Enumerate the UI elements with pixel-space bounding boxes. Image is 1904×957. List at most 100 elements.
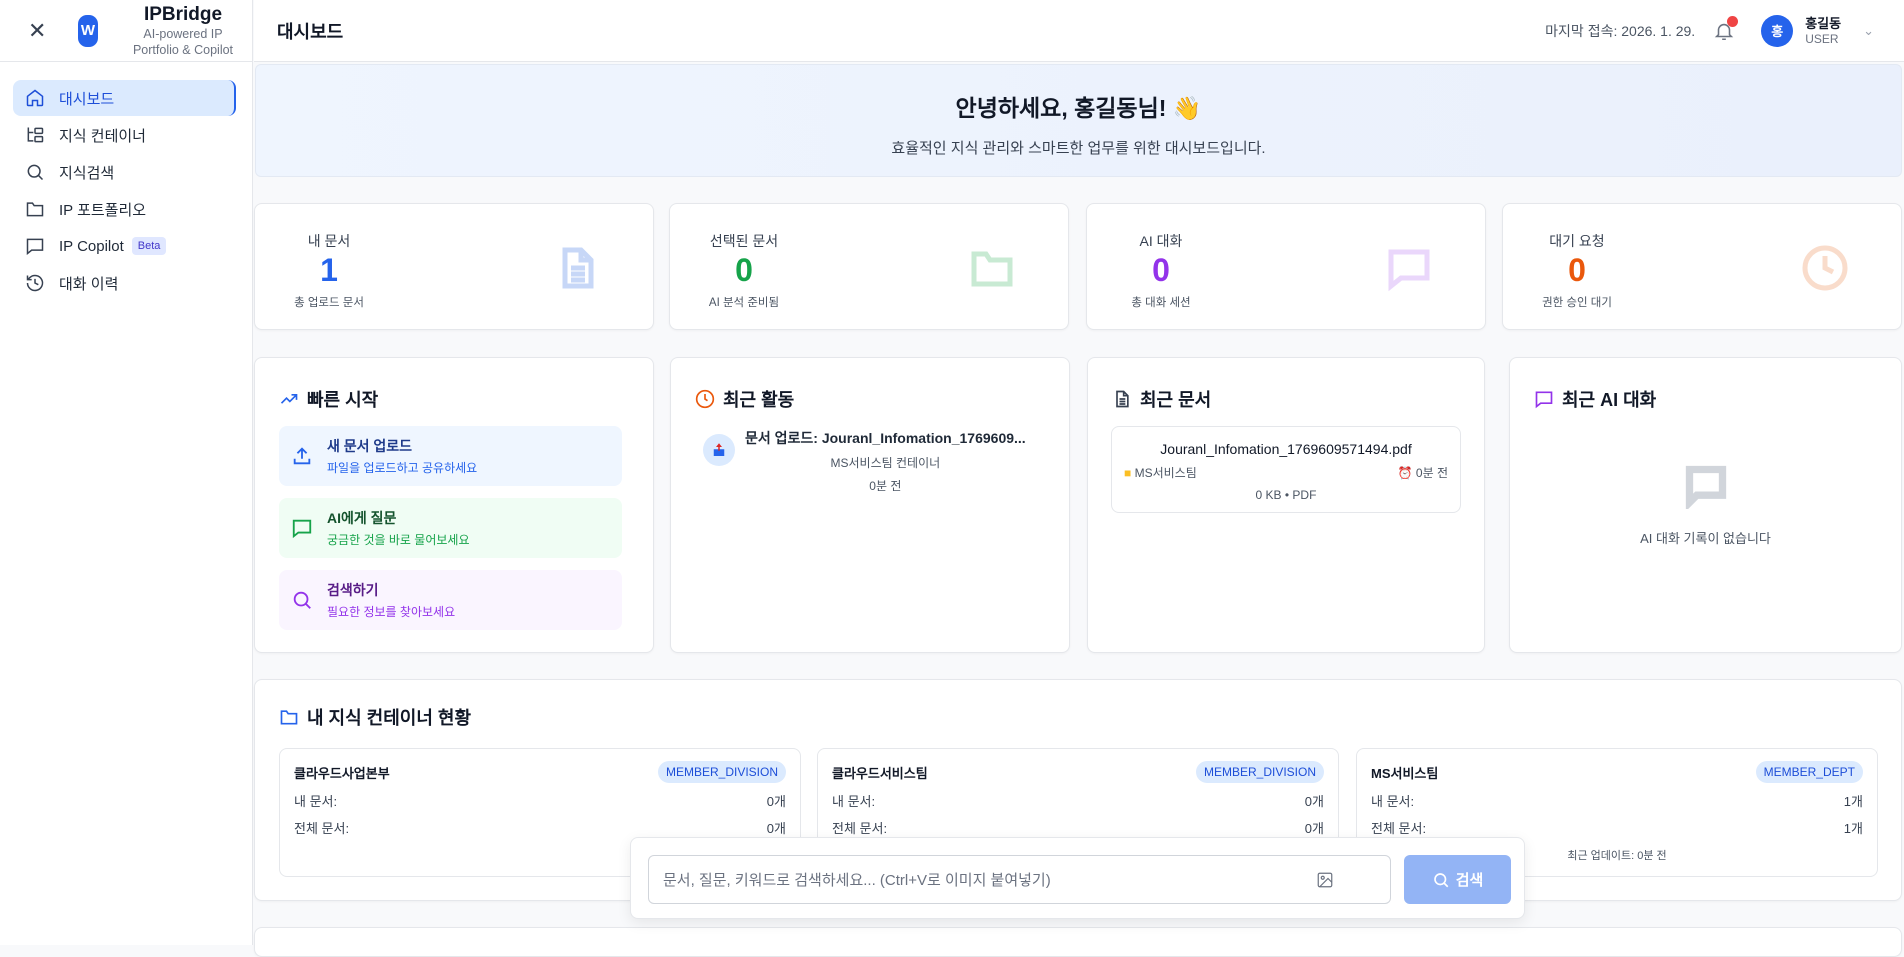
close-icon[interactable]: ✕ (28, 17, 47, 43)
containers-card: 내 지식 컨테이너 현황 클라우드사업본부 MEMBER_DIVISION 내 문… (254, 679, 1902, 901)
quick-action-title: 새 문서 업로드 (327, 438, 413, 454)
my-docs-count: 0개 (766, 794, 786, 809)
stat-value: 0 (735, 252, 753, 288)
container-item[interactable]: MS서비스팀 MEMBER_DEPT 내 문서: 1개 전체 문서: 1개 최근 업데… (1356, 748, 1878, 877)
recent-activity-title: 최근 활동 (723, 390, 795, 410)
activity-title: 문서 업로드: Jouranl_Infomation_1769609... (745, 430, 1026, 446)
last-updated: 최근 업데이트: 0분 전 (1567, 850, 1667, 862)
clock-icon (695, 389, 715, 409)
all-docs-count: 0개 (766, 821, 786, 836)
container-name: 클라우드서비스팀 (832, 765, 928, 781)
recent-activity-card: 최근 활동 문서 업로드: Jouranl_Infomation_1769609… (670, 357, 1070, 653)
sidebar: ✕ W IPBridge AI-powered IP Portfolio & C… (0, 0, 253, 945)
sidebar-item-ip-portfolio[interactable]: IP 포트폴리오 (13, 191, 236, 227)
chevron-down-icon[interactable]: ⌄ (1863, 22, 1874, 38)
sidebar-item-label: 대시보드 (59, 90, 115, 108)
all-docs-count: 0개 (1304, 821, 1324, 836)
container-item[interactable]: 클라우드사업본부 MEMBER_DIVISION 내 문서: 0개 전체 문서: 0개 (279, 748, 801, 877)
empty-message: AI 대화 기록이 없습니다 (1640, 531, 1771, 546)
notification-button[interactable] (1713, 15, 1739, 42)
stat-sub: AI 분석 준비됨 (708, 297, 780, 309)
upload-tray-icon (703, 434, 735, 466)
my-docs-label: 내 문서: (832, 794, 876, 809)
chat-icon (292, 519, 312, 539)
all-docs-label: 전체 문서: (1371, 821, 1427, 836)
alarm-clock-icon: ⏰ (1397, 466, 1413, 480)
page-title: 대시보드 (277, 21, 344, 42)
all-docs-count: 1개 (1843, 821, 1863, 836)
role-badge: MEMBER_DEPT (1755, 761, 1863, 783)
brand-name: IPBridge (143, 3, 223, 25)
image-icon[interactable] (1316, 871, 1334, 889)
stat-card-my-docs[interactable]: 내 문서 1 총 업로드 문서 (254, 203, 654, 330)
sidebar-item-label: IP 포트폴리오 (59, 201, 147, 219)
stat-value: 0 (1568, 252, 1586, 288)
stat-value: 0 (1152, 252, 1170, 288)
brand-tagline: AI-powered IP (143, 26, 223, 41)
recent-documents-title: 최근 문서 (1140, 390, 1212, 410)
empty-chat-icon (1685, 465, 1726, 512)
document-item[interactable]: Jouranl_Infomation_1769609571494.pdf ■ M… (1111, 426, 1461, 513)
sidebar-item-chat-history[interactable]: 대화 이력 (13, 265, 236, 301)
activity-container: MS서비스팀 컨테이너 (830, 456, 941, 470)
greeting: 안녕하세요, 홍길동님! 👋 (955, 95, 1202, 121)
search-icon (27, 164, 44, 181)
quick-action-title: AI에게 질문 (327, 510, 397, 526)
stat-label: 선택된 문서 (709, 233, 779, 249)
activity-item[interactable]: 문서 업로드: Jouranl_Infomation_1769609... MS… (703, 428, 1026, 494)
my-docs-label: 내 문서: (294, 794, 338, 809)
my-docs-count: 1개 (1843, 794, 1863, 809)
all-docs-label: 전체 문서: (832, 821, 888, 836)
container-name: 클라우드사업본부 (294, 765, 390, 781)
stat-card-selected-docs[interactable]: 선택된 문서 0 AI 분석 준비됨 (669, 203, 1069, 330)
sidebar-item-label: 대화 이력 (59, 275, 119, 293)
document-icon (1116, 390, 1129, 408)
role-badge: MEMBER_DIVISION (657, 761, 786, 783)
search-icon (1433, 872, 1449, 887)
sidebar-item-knowledge-container[interactable]: 지식 컨테이너 (13, 117, 236, 153)
last-access: 마지막 접속: 2026. 1. 29. (1545, 22, 1696, 39)
sidebar-item-ip-copilot[interactable]: IP Copilot Beta (13, 228, 236, 264)
sidebar-header: ✕ W IPBridge AI-powered IP Portfolio & C… (0, 0, 252, 62)
stat-label: 내 문서 (307, 233, 351, 249)
search-button-label: 검색 (1455, 872, 1484, 889)
quick-action-desc: 궁금한 것을 바로 물어보세요 (327, 533, 470, 547)
my-docs-count: 0개 (1304, 794, 1324, 809)
container-name: MS서비스팀 (1371, 765, 1439, 781)
trending-up-icon (280, 394, 298, 404)
quick-action-desc: 필요한 정보를 찾아보세요 (327, 605, 456, 619)
quick-action-desc: 파일을 업로드하고 공유하세요 (327, 461, 478, 475)
stat-card-ai-chats[interactable]: AI 대화 0 총 대화 세션 (1086, 203, 1486, 330)
sidebar-item-label: IP Copilot (59, 237, 124, 255)
sidebar-item-label: 지식 컨테이너 (59, 127, 146, 145)
stat-card-pending-requests[interactable]: 대기 요청 0 권한 승인 대기 (1502, 203, 1902, 330)
search-submit-button[interactable]: 검색 (1404, 855, 1511, 904)
welcome-banner: 안녕하세요, 홍길동님! 👋 효율적인 지식 관리와 스마트한 업무를 위한 대… (255, 64, 1902, 177)
activity-time: 0분 전 (869, 479, 902, 493)
stat-sub: 총 대화 세션 (1131, 297, 1191, 309)
brand-tagline-2: Portfolio & Copilot (132, 42, 234, 57)
sidebar-item-knowledge-search[interactable]: 지식검색 (13, 154, 236, 190)
stat-sub: 권한 승인 대기 (1542, 297, 1612, 309)
folder-icon (971, 251, 1013, 287)
user-name: 홍길동 (1805, 16, 1842, 31)
recent-ai-title: 최근 AI 대화 (1562, 390, 1657, 410)
brand: IPBridge AI-powered IP Portfolio & Copil… (118, 4, 248, 58)
sidebar-item-dashboard[interactable]: 대시보드 (13, 80, 236, 116)
folder-icon (280, 710, 298, 725)
container-item[interactable]: 클라우드서비스팀 MEMBER_DIVISION 내 문서: 0개 전체 문서: 0개 (817, 748, 1339, 877)
sidebar-nav: 대시보드 지식 컨테이너 지식검색 IP 포트폴리오 IP Copilot Bet… (0, 62, 252, 301)
avatar[interactable]: 홍 (1761, 14, 1794, 47)
document-icon (562, 247, 594, 289)
search-input[interactable]: 문서, 질문, 키워드로 검색하세요... (Ctrl+V로 이미지 붙여넣기) (648, 855, 1391, 904)
recent-documents-card: 최근 문서 Jouranl_Infomation_1769609571494.p… (1087, 357, 1485, 653)
beta-badge: Beta (131, 237, 167, 255)
user-info[interactable]: 홍길동 USER (1805, 15, 1841, 46)
quick-start-title: 빠른 시작 (307, 390, 379, 410)
quick-action-title: 검색하기 (327, 582, 379, 598)
notification-dot (1727, 15, 1739, 27)
user-role: USER (1805, 32, 1839, 46)
